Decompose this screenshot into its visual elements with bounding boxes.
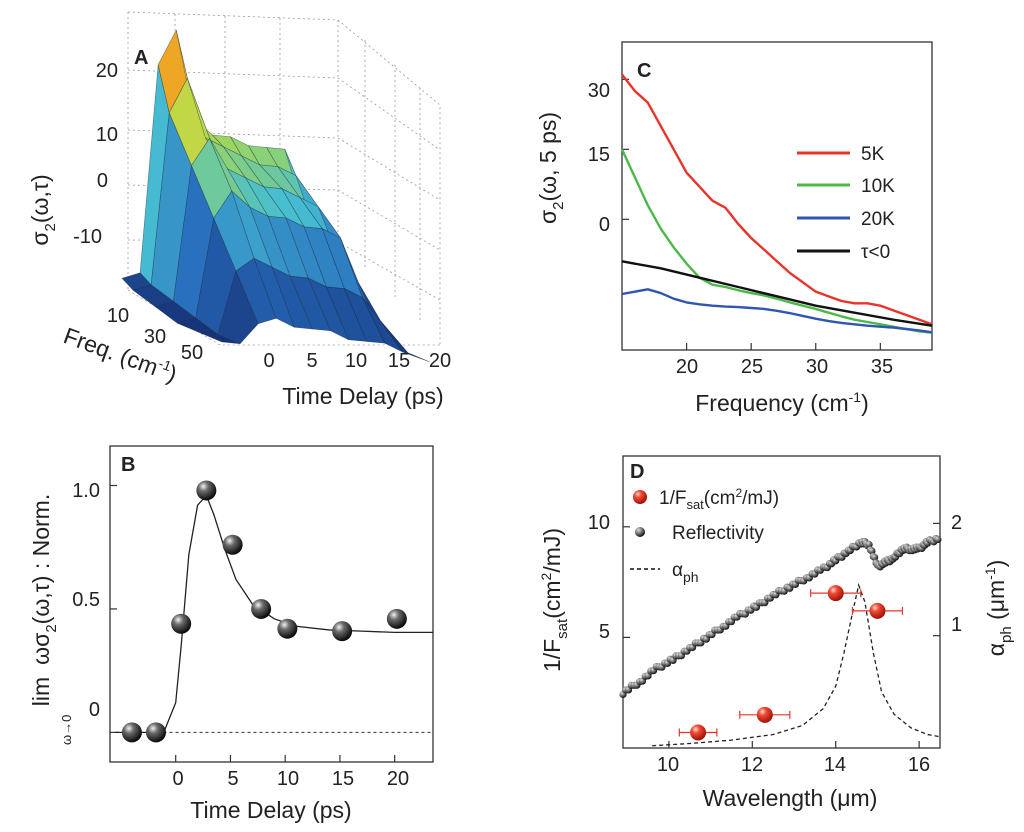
panel-d-ytick-5: 5: [599, 621, 610, 643]
reflectivity-point: [865, 540, 873, 549]
panel-c-ytick-0: 0: [599, 214, 610, 236]
reflectivity-point: [868, 547, 876, 555]
legend-label-alpha: αph: [672, 560, 699, 585]
panel-b-label: B: [121, 454, 135, 476]
panel-d-rtick-1: 1: [951, 614, 962, 636]
series-line: [621, 260, 933, 327]
data-point: [121, 722, 142, 743]
panel-c-xtick-20: 20: [676, 356, 698, 378]
panel-d-ylabel-right: αph (μm-1): [982, 560, 1015, 657]
data-point: [386, 608, 407, 629]
panel-b-xlabel: Time Delay (ps): [190, 797, 351, 823]
panel-d-legend: 1/Fsat(cm2/mJ) Reflectivity αph: [630, 486, 779, 585]
legend-marker-fsat: [633, 490, 647, 504]
panel-b-xtick-5: 5: [227, 768, 238, 790]
panel-b-plot: [115, 480, 433, 743]
surface-patch: [380, 320, 431, 363]
data-point: [145, 722, 166, 743]
panel-a-ztick-10: 10: [96, 124, 118, 146]
reflectivity-point: [934, 535, 942, 544]
panel-a-xlabel: Time Delay (ps): [282, 383, 443, 409]
panel-d-plot: [619, 534, 942, 747]
fsat-point: [756, 706, 773, 723]
data-point: [171, 613, 192, 634]
panel-a-zlabel: σ2(ω,τ): [27, 174, 59, 245]
panel-a: A 20 10 0 -10 σ2(ω,τ) 0 5 10 15 20 Time …: [27, 11, 451, 409]
panel-c-ytick-30: 30: [588, 80, 610, 102]
panel-b-xtick-10: 10: [277, 768, 299, 790]
panel-b-xtick-0: 0: [172, 768, 183, 790]
legend-label-fsat: 1/Fsat(cm2/mJ): [659, 486, 779, 512]
panel-a-label: A: [134, 47, 148, 69]
panel-a-ztick-20: 20: [96, 60, 118, 82]
panel-b-ytick-1: 1.0: [72, 480, 100, 502]
panel-c-plot: [620, 73, 933, 334]
panel-d-rtick-2: 2: [951, 512, 962, 534]
panel-d-xtick-12: 12: [741, 754, 763, 776]
panel-c-xtick-35: 35: [871, 356, 893, 378]
panel-a-ztick-0: 0: [97, 170, 108, 192]
panel-d-ytick-10: 10: [588, 512, 610, 534]
series-line: [621, 73, 933, 326]
data-point: [196, 480, 217, 501]
data-point: [222, 534, 243, 555]
data-point: [251, 598, 272, 619]
panel-b-frame: [109, 445, 434, 763]
panel-a-tick-t20: 20: [429, 350, 451, 372]
panel-d: D 10 5 2 1 10 12 14 16 Wavelength (μm) 1…: [538, 455, 1015, 811]
panel-c-label: C: [637, 60, 651, 82]
series-line: [620, 148, 933, 334]
panel-d-ylabel-left: 1/Fsat(cm2/mJ): [538, 528, 571, 672]
panel-a-ztick-neg10: -10: [73, 226, 102, 248]
legend-label-tau: τ<0: [861, 242, 890, 263]
reflectivity-point: [871, 553, 879, 562]
panel-a-tick-t15: 15: [388, 350, 410, 372]
legend-label-5k: 5K: [861, 144, 885, 165]
fsat-point: [827, 585, 844, 602]
panel-a-tick-t0: 0: [263, 350, 274, 372]
legend-label-10k: 10K: [861, 176, 895, 197]
panel-b-xtick-15: 15: [332, 768, 354, 790]
panel-c-xtick-25: 25: [741, 356, 763, 378]
legend-label-20k: 20K: [861, 209, 895, 230]
panel-c-frame: [621, 41, 933, 351]
panel-b-xtick-20: 20: [387, 768, 409, 790]
panel-a-tick-f30: 30: [144, 326, 166, 348]
fit-curve: [115, 494, 433, 734]
panel-c-ytick-15: 15: [588, 144, 610, 166]
panel-d-axes: [623, 522, 940, 748]
panel-d-xtick-14: 14: [824, 754, 846, 776]
series-line: [621, 288, 933, 334]
legend-label-reflectivity: Reflectivity: [672, 523, 764, 544]
panel-c-xtick-30: 30: [806, 356, 828, 378]
panel-b: B 0 0.5 1.0 0 5 10 15 20 Time Delay (ps)…: [28, 445, 434, 823]
panel-b-ylabel-limit-sub: ω→0: [59, 715, 74, 745]
panel-a-tick-t10: 10: [345, 350, 367, 372]
panel-d-xlabel: Wavelength (μm): [703, 785, 878, 811]
panel-a-surface: [121, 29, 431, 363]
panel-d-label: D: [630, 461, 644, 483]
panel-a-tick-t5: 5: [306, 350, 317, 372]
panel-b-ylabel: limωσ2(ω,τ) : Norm.: [28, 494, 60, 706]
alpha-ph-curve: [652, 582, 941, 747]
panel-c: C 30 15 0 20 25 30 35 Frequency (cm-1) σ…: [535, 41, 933, 416]
panel-d-xtick-10: 10: [657, 754, 679, 776]
panel-c-xlabel: Frequency (cm-1): [695, 389, 869, 416]
panel-c-ylabel: σ2(ω, 5 ps): [535, 112, 567, 224]
fsat-point: [869, 602, 886, 619]
panel-a-tick-f50: 50: [181, 342, 203, 364]
data-point: [277, 618, 298, 639]
panel-d-xtick-16: 16: [908, 754, 930, 776]
legend-marker-reflectivity: [635, 527, 645, 537]
panel-c-legend: 5K 10K 20K τ<0: [797, 144, 895, 263]
panel-d-frame: [622, 455, 941, 749]
panel-b-ytick-0: 0: [89, 699, 100, 721]
data-point: [332, 621, 353, 642]
panel-b-ytick-05: 0.5: [72, 589, 100, 611]
panel-b-axes: [110, 484, 396, 762]
panel-a-tick-f10: 10: [107, 305, 129, 327]
fsat-point: [690, 724, 707, 741]
